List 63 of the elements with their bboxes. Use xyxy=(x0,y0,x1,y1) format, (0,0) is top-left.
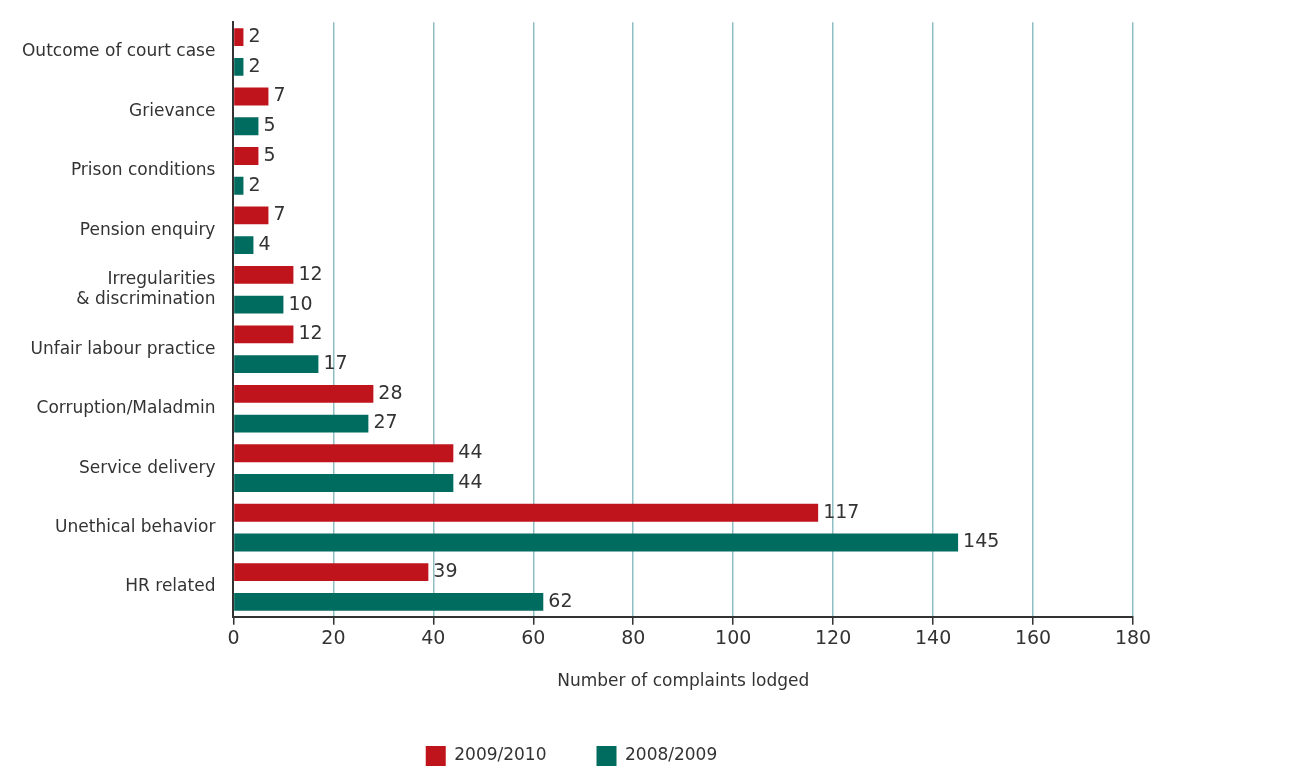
x-tick-label: 100 xyxy=(715,626,752,649)
y-tick-label: Unfair labour practice xyxy=(30,337,216,358)
y-tick-label: Pension enquiry xyxy=(79,218,216,239)
x-tick-label: 120 xyxy=(815,626,852,649)
bar xyxy=(234,176,244,195)
y-tick-label: Unethical behavior xyxy=(55,516,216,537)
bar xyxy=(234,563,429,582)
bar xyxy=(234,295,284,314)
data-label: 2 xyxy=(248,172,261,195)
y-tick-label: HR related xyxy=(125,575,216,596)
data-label: 39 xyxy=(433,559,458,582)
bar xyxy=(234,147,259,165)
legend-label: 2009/2010 xyxy=(454,744,547,765)
data-label: 5 xyxy=(263,113,276,136)
bar xyxy=(234,206,269,225)
bar xyxy=(234,503,819,522)
x-tick-label: 20 xyxy=(321,626,346,649)
x-tick-label: 180 xyxy=(1114,626,1152,649)
legend-label: 2008/2009 xyxy=(625,744,718,765)
bar xyxy=(234,87,269,106)
y-tick-label: Grievance xyxy=(129,99,216,120)
data-label: 28 xyxy=(378,380,403,403)
data-label: 10 xyxy=(288,291,313,314)
bar xyxy=(234,474,454,492)
bar xyxy=(234,28,244,46)
data-label: 2 xyxy=(248,53,261,76)
bar xyxy=(234,325,294,344)
data-label: 2 xyxy=(248,24,261,46)
data-label: 7 xyxy=(273,83,286,106)
data-label: 117 xyxy=(823,499,860,522)
bar xyxy=(234,593,544,611)
data-label: 27 xyxy=(373,410,398,433)
bar xyxy=(234,265,294,284)
bar xyxy=(234,57,244,76)
bar xyxy=(234,236,254,255)
bar xyxy=(234,414,369,433)
bar xyxy=(234,533,959,552)
x-tick-label: 60 xyxy=(521,626,546,649)
data-label: 7 xyxy=(273,202,286,225)
data-label: 4 xyxy=(258,232,271,255)
x-tick-label: 0 xyxy=(227,626,240,649)
data-label: 62 xyxy=(548,588,573,611)
bar xyxy=(234,444,454,463)
x-axis-title: Number of complaints lodged xyxy=(557,670,810,691)
bar xyxy=(234,384,374,403)
y-tick-label: Prison conditions xyxy=(70,159,216,180)
bar xyxy=(234,355,319,374)
data-label: 5 xyxy=(263,142,276,165)
x-tick-label: 160 xyxy=(1014,626,1052,649)
bar xyxy=(234,117,259,136)
y-tick-label: Irregularities & discrimination xyxy=(76,267,216,309)
data-label: 44 xyxy=(458,469,483,492)
data-label: 12 xyxy=(298,261,323,284)
y-tick-label: Outcome of court case xyxy=(21,40,216,61)
x-tick-label: 140 xyxy=(914,626,952,649)
y-tick-label: Corruption/Maladmin xyxy=(36,397,216,418)
data-label: 44 xyxy=(458,440,483,463)
y-tick-label: Service delivery xyxy=(78,456,216,477)
data-label: 17 xyxy=(323,351,348,374)
x-tick-label: 40 xyxy=(421,626,446,649)
x-tick-label: 80 xyxy=(621,626,646,649)
data-label: 12 xyxy=(298,321,323,344)
data-label: 145 xyxy=(963,529,1000,552)
